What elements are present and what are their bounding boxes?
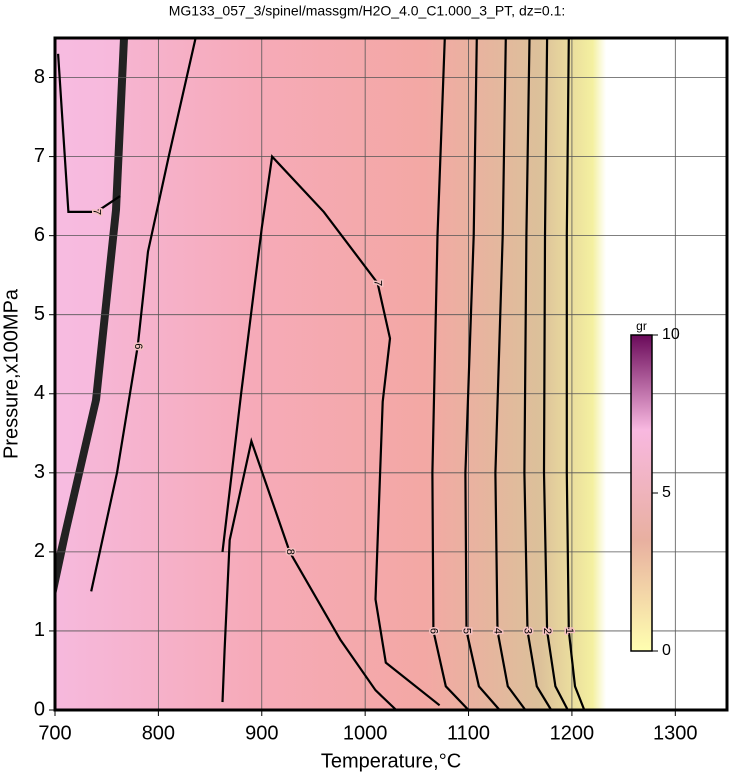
y-tick-label: 7 — [34, 145, 45, 167]
colorbar-tick-label: 10 — [662, 326, 680, 343]
x-tick-label: 1100 — [447, 722, 490, 744]
contour-line — [90, 37, 197, 592]
y-tick-label: 5 — [34, 303, 45, 325]
dense-band — [55, 38, 128, 600]
x-tick-label: 900 — [245, 722, 278, 744]
x-tick-label: 1000 — [343, 722, 388, 744]
x-tick-label: 700 — [38, 722, 71, 744]
plot-frame — [53, 36, 729, 712]
plot-fill — [55, 38, 727, 710]
colorbar-label: gr — [636, 319, 647, 333]
y-tick-label: 6 — [34, 224, 45, 246]
contour-line — [565, 37, 586, 711]
contour-label: 6 — [427, 628, 439, 634]
y-tick-label: 3 — [34, 461, 45, 483]
contour-line — [494, 37, 527, 711]
contour-label: 6 — [132, 343, 144, 349]
contour-label: 3 — [522, 628, 534, 634]
colorbar — [630, 334, 653, 652]
contour-line — [57, 53, 121, 213]
y-tick-label: 8 — [34, 66, 45, 88]
contour-label: 7 — [90, 209, 102, 215]
contour-label: 8 — [284, 549, 296, 555]
chart-title: MG133_057_3/spinel/massgm/H2O_4.0_C1.000… — [169, 3, 566, 19]
contour-line — [221, 437, 397, 711]
contour-line — [542, 37, 569, 711]
colorbar-tick-label: 5 — [662, 484, 671, 501]
contour-label: 4 — [492, 628, 504, 634]
contour-label: 2 — [541, 628, 553, 634]
y-axis-label: Pressure,x100MPa — [0, 288, 22, 459]
contour-line — [431, 37, 470, 711]
x-axis-label: Temperature,°C — [321, 750, 461, 772]
contour-line — [523, 37, 553, 711]
y-tick-label: 2 — [34, 540, 45, 562]
x-tick-label: 1300 — [653, 722, 698, 744]
y-tick-label: 0 — [34, 698, 45, 720]
contour-label: 1 — [563, 628, 575, 634]
colorbar-tick-label: 0 — [662, 642, 671, 659]
contour-line — [464, 37, 501, 711]
x-tick-label: 1200 — [550, 722, 595, 744]
contour-label: 7 — [372, 280, 384, 286]
y-tick-label: 1 — [34, 619, 45, 641]
y-tick-label: 4 — [34, 382, 45, 404]
contour-label: 5 — [461, 628, 473, 634]
region-fill — [55, 38, 124, 590]
contour-line — [221, 154, 441, 707]
x-tick-label: 800 — [142, 722, 175, 744]
